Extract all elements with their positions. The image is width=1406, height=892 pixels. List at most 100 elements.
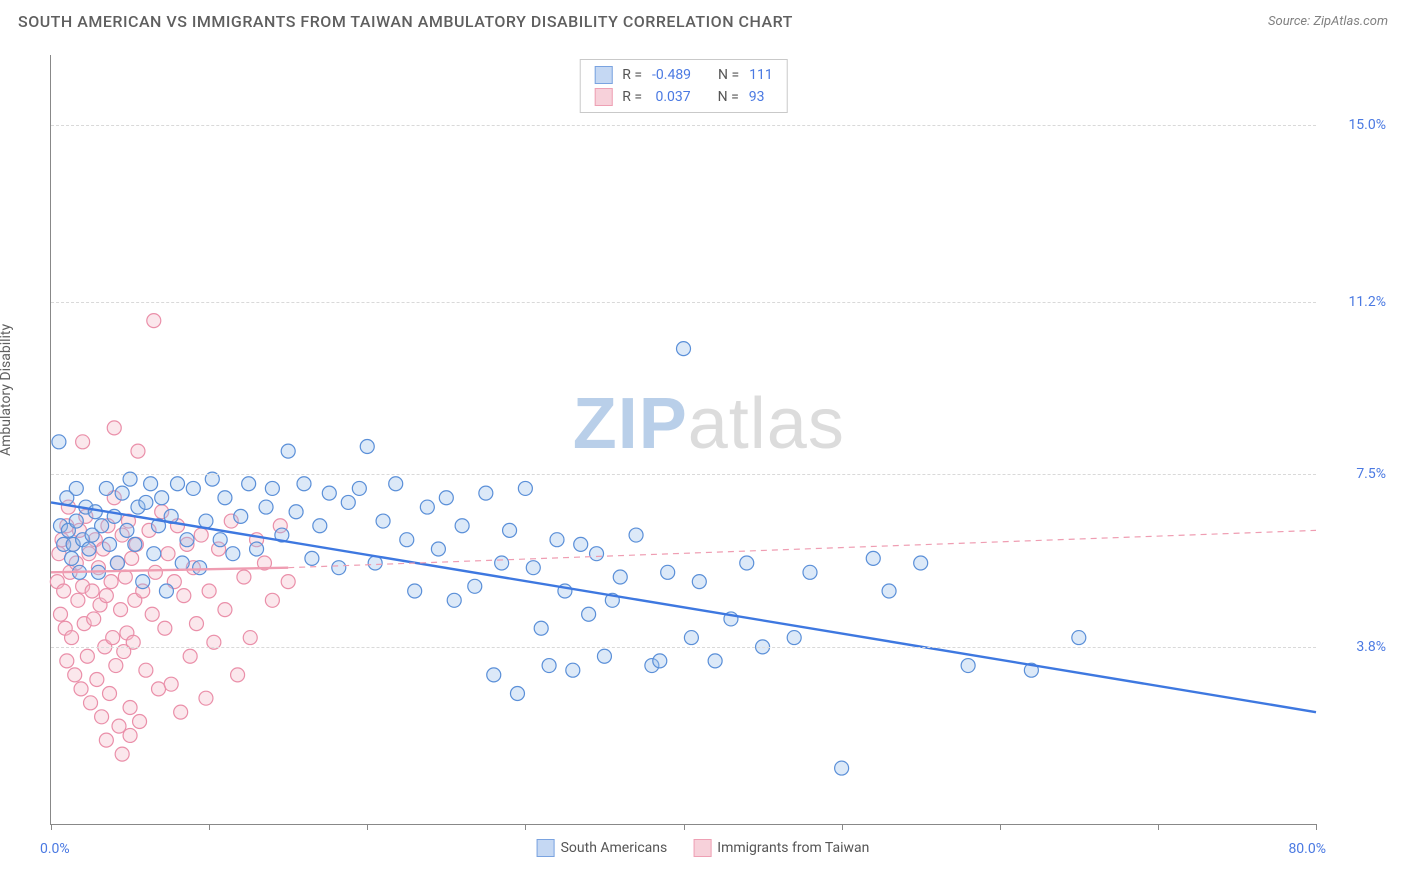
data-point <box>250 542 264 556</box>
data-point <box>202 584 216 598</box>
r-value-pink: 0.037 <box>652 86 691 108</box>
data-point <box>85 584 99 598</box>
data-point <box>487 668 501 682</box>
data-point <box>183 649 197 663</box>
data-point <box>65 551 79 565</box>
source-prefix: Source: <box>1268 14 1313 29</box>
data-point <box>109 659 123 673</box>
data-point <box>68 668 82 682</box>
data-point <box>139 663 153 677</box>
data-point <box>95 519 109 533</box>
data-point <box>352 481 366 495</box>
n-value-pink: 93 <box>749 86 765 108</box>
data-point <box>243 631 257 645</box>
data-point <box>87 612 101 626</box>
data-point <box>110 556 124 570</box>
data-point <box>259 500 273 514</box>
data-point <box>136 575 150 589</box>
data-point <box>281 444 295 458</box>
data-point <box>479 486 493 500</box>
data-point <box>114 603 128 617</box>
data-point <box>542 659 556 673</box>
data-point <box>503 523 517 537</box>
plot-svg <box>51 55 1316 824</box>
data-point <box>52 435 66 449</box>
data-point <box>653 654 667 668</box>
data-point <box>69 514 83 528</box>
data-point <box>740 556 754 570</box>
legend-swatch-pink <box>693 839 711 857</box>
data-point <box>281 575 295 589</box>
data-point <box>408 584 422 598</box>
data-point <box>82 542 96 556</box>
data-point <box>218 603 232 617</box>
data-point <box>147 547 161 561</box>
data-point <box>199 514 213 528</box>
legend-swatch-blue <box>594 66 612 84</box>
data-point <box>534 621 548 635</box>
y-tick-label: 15.0% <box>1326 117 1386 133</box>
n-label: N = <box>718 64 739 86</box>
data-point <box>677 342 691 356</box>
x-axis-min-label: 0.0% <box>40 841 70 857</box>
data-point <box>961 659 975 673</box>
data-point <box>914 556 928 570</box>
data-point <box>218 491 232 505</box>
data-point <box>115 486 129 500</box>
data-point <box>574 537 588 551</box>
data-point <box>65 631 79 645</box>
data-point <box>123 700 137 714</box>
data-point <box>526 561 540 575</box>
chart-header: SOUTH AMERICAN VS IMMIGRANTS FROM TAIWAN… <box>0 0 1406 37</box>
data-point <box>708 654 722 668</box>
data-point <box>74 682 88 696</box>
data-point <box>597 649 611 663</box>
data-point <box>234 509 248 523</box>
data-point <box>189 617 203 631</box>
data-point <box>171 477 185 491</box>
data-point <box>341 495 355 509</box>
data-point <box>99 733 113 747</box>
data-point <box>447 593 461 607</box>
chart-source: Source: ZipAtlas.com <box>1268 14 1388 29</box>
data-point <box>177 589 191 603</box>
legend-swatch-pink <box>594 88 612 106</box>
data-point <box>161 547 175 561</box>
data-point <box>95 710 109 724</box>
data-point <box>199 691 213 705</box>
legend-item-blue: South Americans <box>537 839 668 857</box>
data-point <box>60 654 74 668</box>
data-point <box>147 314 161 328</box>
data-point <box>57 584 71 598</box>
data-point <box>164 677 178 691</box>
data-point <box>148 565 162 579</box>
legend-label-blue: South Americans <box>561 840 668 856</box>
data-point <box>582 607 596 621</box>
data-point <box>684 631 698 645</box>
data-point <box>803 565 817 579</box>
data-point <box>106 631 120 645</box>
data-point <box>194 528 208 542</box>
r-label: R = <box>622 86 642 108</box>
data-point <box>175 556 189 570</box>
data-point <box>133 714 147 728</box>
data-point <box>99 481 113 495</box>
data-point <box>313 519 327 533</box>
data-point <box>120 523 134 537</box>
data-point <box>180 533 194 547</box>
legend-stats-box: R = -0.489 N = 111 R = 0.037 N = 93 <box>579 59 788 113</box>
n-label: N = <box>718 86 739 108</box>
data-point <box>332 561 346 575</box>
data-point <box>103 687 117 701</box>
data-point <box>510 687 524 701</box>
data-point <box>84 696 98 710</box>
data-point <box>629 528 643 542</box>
data-point <box>103 537 117 551</box>
legend-stats-row-pink: R = 0.037 N = 93 <box>594 86 773 108</box>
chart-area: Ambulatory Disability ZIPatlas R = -0.48… <box>0 37 1406 875</box>
data-point <box>590 547 604 561</box>
y-axis-label: Ambulatory Disability <box>0 324 14 456</box>
x-axis-max-label: 80.0% <box>1288 841 1326 857</box>
data-point <box>139 495 153 509</box>
data-point <box>99 589 113 603</box>
